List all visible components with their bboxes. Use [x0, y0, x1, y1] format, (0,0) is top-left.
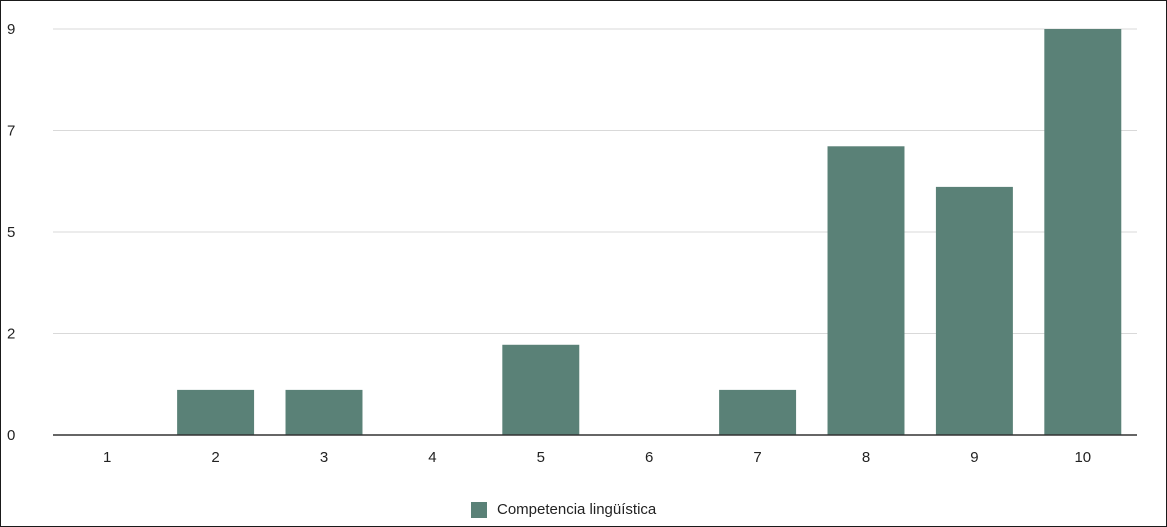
x-tick-label: 5 — [537, 449, 545, 466]
x-tick-label: 2 — [211, 449, 219, 466]
x-tick-label: 6 — [645, 449, 653, 466]
x-tick-label: 7 — [753, 449, 761, 466]
x-axis-ticks: 1 2 3 4 5 6 7 8 9 10 — [103, 449, 1091, 466]
bars — [177, 29, 1122, 436]
legend: Competencia lingüística — [471, 501, 656, 518]
bar — [719, 389, 797, 435]
bar — [935, 186, 1013, 435]
x-tick-label: 10 — [1074, 449, 1091, 466]
y-tick-label: 9 — [7, 21, 15, 38]
bar — [285, 389, 363, 435]
bar — [827, 146, 905, 436]
bar — [502, 344, 580, 435]
x-tick-label: 9 — [970, 449, 978, 466]
x-tick-label: 4 — [428, 449, 436, 466]
legend-label: Competencia lingüística — [497, 501, 657, 518]
x-tick-label: 3 — [320, 449, 328, 466]
y-tick-label: 2 — [7, 326, 15, 343]
x-tick-label: 8 — [862, 449, 870, 466]
legend-swatch — [471, 501, 487, 518]
y-tick-label: 5 — [7, 224, 15, 241]
y-axis-ticks: 0 2 5 7 9 — [7, 21, 15, 444]
bar — [177, 389, 255, 435]
y-tick-label: 7 — [7, 123, 15, 140]
y-tick-label: 0 — [7, 427, 15, 444]
bar — [1044, 29, 1122, 435]
x-tick-label: 1 — [103, 449, 111, 466]
